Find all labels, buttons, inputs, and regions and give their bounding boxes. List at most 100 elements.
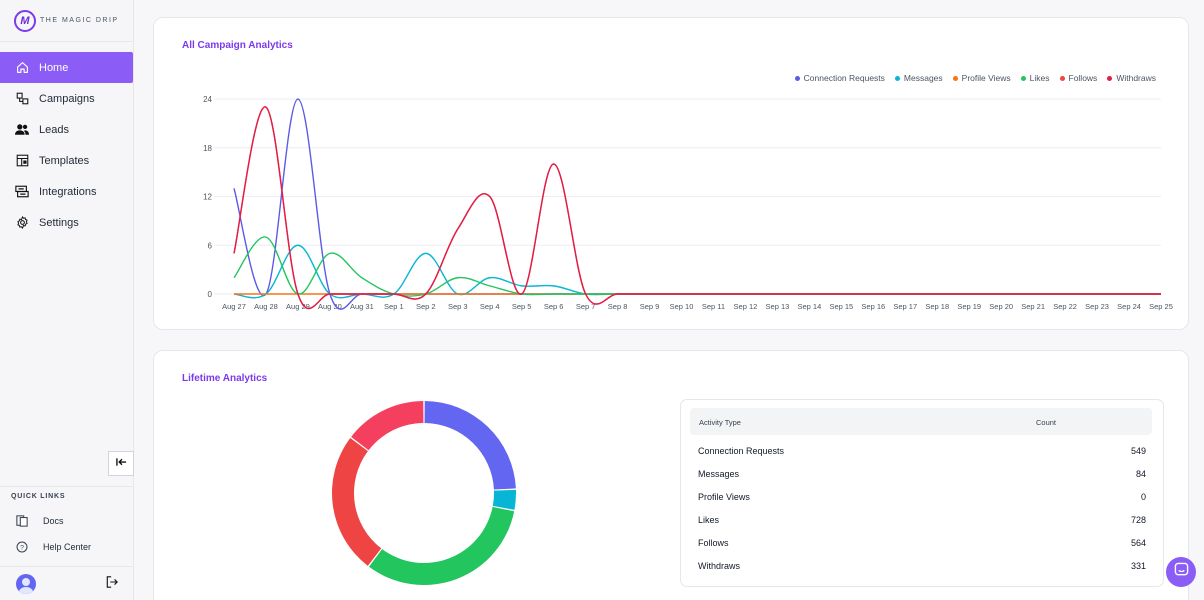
table-header: Activity Type Count: [690, 408, 1152, 435]
legend-dot: [952, 75, 958, 81]
help-icon: ?: [15, 540, 29, 554]
table-row: Messages 84: [698, 465, 1146, 485]
donut-slice-connection-requests[interactable]: [424, 401, 516, 490]
x-tick-label: Sep 14: [797, 302, 821, 311]
x-tick-label: Sep 11: [702, 302, 725, 311]
y-tick-label: 0: [208, 290, 213, 299]
legend-dot: [1107, 75, 1113, 81]
donut-slice-withdraws[interactable]: [351, 401, 424, 451]
docs-icon: [15, 514, 29, 528]
brand-name: THE MAGIC DRIP: [40, 17, 119, 24]
x-tick-label: Sep 3: [448, 302, 468, 311]
integrations-icon: [15, 185, 29, 199]
legend-label: Likes: [1029, 73, 1050, 83]
user-row: [0, 566, 134, 600]
lifetime-analytics-card: Lifetime Analytics Activity Type Count C…: [153, 350, 1189, 600]
x-tick-label: Sep 12: [734, 302, 758, 311]
avatar[interactable]: [16, 573, 36, 594]
legend-item[interactable]: Follows: [1059, 73, 1098, 83]
collapse-icon: [115, 457, 127, 470]
x-tick-label: Sep 23: [1085, 302, 1109, 311]
x-tick-label: Sep 19: [957, 302, 981, 311]
activity-type: Follows: [698, 538, 729, 548]
chart-legend: Connection Requests Messages Profile Views…: [794, 73, 1156, 83]
nav-label: Campaigns: [39, 92, 95, 105]
x-tick-label: Sep 13: [766, 302, 790, 311]
series-line-follows: [233, 106, 1161, 310]
x-tick-label: Sep 24: [1117, 302, 1141, 311]
legend-dot: [1059, 75, 1065, 81]
nav-label: Integrations: [39, 185, 97, 198]
legend-item[interactable]: Connection Requests: [794, 73, 885, 83]
legend-item[interactable]: Messages: [894, 73, 943, 83]
legend-label: Messages: [903, 73, 943, 83]
activity-type: Connection Requests: [698, 446, 785, 456]
sidebar: M THE MAGIC DRIP Home Campaigns Leads: [0, 0, 134, 600]
activity-type: Profile Views: [698, 492, 750, 502]
donut-slice-messages[interactable]: [492, 489, 516, 510]
chat-button[interactable]: [1166, 557, 1196, 587]
activity-count: 549: [1130, 446, 1146, 456]
collapse-sidebar-button[interactable]: [108, 451, 134, 476]
nav-label: Home: [39, 61, 69, 74]
series-line-connection-requests: [233, 98, 1161, 310]
logo[interactable]: M THE MAGIC DRIP: [0, 0, 133, 42]
lifetime-table: Activity Type Count Connection Requests …: [680, 399, 1164, 587]
gear-icon: [15, 216, 29, 230]
x-tick-label: Sep 6: [544, 302, 564, 311]
x-tick-label: Sep 16: [861, 302, 885, 311]
x-tick-label: Sep 15: [829, 302, 853, 311]
x-tick-label: Sep 2: [416, 302, 436, 311]
legend-dot: [894, 75, 900, 81]
x-tick-label: Aug 30: [318, 302, 342, 311]
legend-dot: [1020, 75, 1026, 81]
series-line-likes: [233, 236, 1161, 297]
x-tick-label: Sep 5: [512, 302, 532, 311]
logo-mark: M: [14, 9, 36, 32]
x-tick-label: Sep 10: [670, 302, 694, 311]
x-tick-label: Aug 27: [222, 302, 246, 311]
legend-item[interactable]: Withdraws: [1107, 73, 1156, 83]
quick-link-help-center[interactable]: ? Help Center: [0, 534, 134, 560]
series-line-withdraws: [233, 106, 1161, 310]
nav-item-integrations[interactable]: Integrations: [0, 176, 133, 207]
activity-count: 331: [1130, 561, 1146, 571]
nav-item-home[interactable]: Home: [0, 52, 133, 83]
nav-label: Templates: [39, 154, 90, 167]
x-tick-label: Aug 31: [350, 302, 374, 311]
nav-item-leads[interactable]: Leads: [0, 114, 133, 145]
svg-text:?: ?: [20, 545, 24, 552]
legend-item[interactable]: Likes: [1020, 73, 1050, 83]
activity-count: 564: [1130, 538, 1146, 548]
quick-link-docs[interactable]: Docs: [0, 508, 134, 534]
chat-icon: [1174, 562, 1189, 582]
activity-count: 0: [1140, 492, 1146, 502]
header-count: Count: [1036, 418, 1057, 427]
donut-slice-follows[interactable]: [332, 437, 382, 566]
table-row: Connection Requests 549: [698, 442, 1146, 462]
y-tick-label: 6: [208, 241, 213, 250]
activity-count: 728: [1130, 515, 1146, 525]
legend-item[interactable]: Profile Views: [952, 73, 1011, 83]
quick-links: QUICK LINKS Docs ? Help Center: [0, 486, 134, 560]
quick-links-title: QUICK LINKS: [11, 493, 66, 500]
legend-label: Withdraws: [1116, 73, 1156, 83]
nav-item-campaigns[interactable]: Campaigns: [0, 83, 133, 114]
donut-slice-likes[interactable]: [368, 506, 515, 585]
activity-type: Withdraws: [698, 561, 741, 571]
campaign-analytics-card: All Campaign Analytics Connection Reques…: [153, 17, 1189, 330]
home-icon: [15, 61, 29, 75]
nav-item-templates[interactable]: Templates: [0, 145, 133, 176]
legend-label: Follows: [1068, 73, 1098, 83]
table-row: Follows 564: [698, 534, 1146, 554]
legend-label: Profile Views: [961, 73, 1011, 83]
x-tick-label: Sep 20: [989, 302, 1013, 311]
header-activity-type: Activity Type: [699, 418, 741, 427]
nav-item-settings[interactable]: Settings: [0, 207, 133, 238]
legend-label: Connection Requests: [803, 73, 885, 83]
table-row: Withdraws 331: [698, 557, 1146, 577]
x-tick-label: Sep 25: [1149, 302, 1173, 311]
y-tick-label: 12: [203, 193, 212, 202]
x-tick-label: Sep 22: [1053, 302, 1077, 311]
logout-icon[interactable]: [106, 575, 118, 593]
